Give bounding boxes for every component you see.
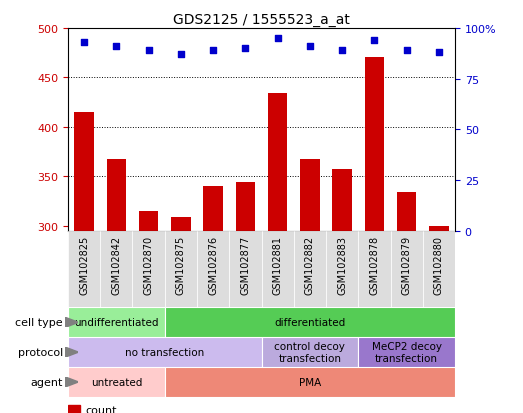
- Bar: [100, 231, 132, 308]
- Text: GSM102875: GSM102875: [176, 235, 186, 294]
- Bar: [68, 308, 165, 337]
- Bar: [203, 187, 223, 231]
- Point: [241, 46, 249, 52]
- Bar: [397, 193, 416, 231]
- Polygon shape: [65, 347, 78, 357]
- Polygon shape: [65, 377, 78, 387]
- Bar: [68, 231, 100, 308]
- Bar: [294, 231, 326, 308]
- Bar: [391, 231, 423, 308]
- Bar: [333, 170, 352, 231]
- Bar: [358, 231, 391, 308]
- Bar: [68, 405, 79, 413]
- Text: differentiated: differentiated: [274, 318, 346, 328]
- Text: MeCP2 decoy
transfection: MeCP2 decoy transfection: [372, 342, 441, 363]
- Bar: [132, 231, 165, 308]
- Text: GSM102882: GSM102882: [305, 235, 315, 294]
- Point: [209, 48, 218, 55]
- Point: [80, 40, 88, 46]
- Point: [112, 44, 120, 50]
- Text: GSM102880: GSM102880: [434, 235, 444, 294]
- Text: GSM102877: GSM102877: [241, 235, 251, 294]
- Polygon shape: [65, 318, 78, 328]
- Bar: [68, 337, 262, 367]
- Bar: [171, 218, 190, 231]
- Text: untreated: untreated: [90, 377, 142, 387]
- Bar: [268, 94, 287, 231]
- Text: agent: agent: [30, 377, 63, 387]
- Bar: [165, 308, 455, 337]
- Text: GSM102870: GSM102870: [144, 235, 154, 294]
- Bar: [74, 113, 94, 231]
- Bar: [262, 231, 294, 308]
- Text: protocol: protocol: [17, 347, 63, 357]
- Bar: [165, 231, 197, 308]
- Bar: [358, 337, 455, 367]
- Bar: [236, 183, 255, 231]
- Bar: [423, 231, 455, 308]
- Text: undifferentiated: undifferentiated: [74, 318, 158, 328]
- Bar: [197, 231, 229, 308]
- Title: GDS2125 / 1555523_a_at: GDS2125 / 1555523_a_at: [173, 12, 350, 26]
- Point: [435, 50, 443, 57]
- Text: GSM102878: GSM102878: [369, 235, 379, 294]
- Text: control decoy
transfection: control decoy transfection: [275, 342, 345, 363]
- Point: [177, 52, 185, 59]
- Point: [370, 38, 379, 44]
- Text: GSM102842: GSM102842: [111, 235, 121, 294]
- Text: count: count: [85, 406, 117, 413]
- Text: GSM102876: GSM102876: [208, 235, 218, 294]
- Point: [305, 44, 314, 50]
- Bar: [107, 159, 126, 231]
- Point: [338, 48, 346, 55]
- Bar: [262, 337, 358, 367]
- Bar: [365, 57, 384, 231]
- Bar: [165, 367, 455, 397]
- Text: GSM102883: GSM102883: [337, 235, 347, 294]
- Text: GSM102825: GSM102825: [79, 235, 89, 294]
- Text: cell type: cell type: [15, 318, 63, 328]
- Point: [144, 48, 153, 55]
- Text: no transfection: no transfection: [125, 347, 204, 357]
- Bar: [326, 231, 358, 308]
- Point: [274, 36, 282, 42]
- Bar: [429, 226, 449, 231]
- Bar: [300, 159, 320, 231]
- Bar: [139, 211, 158, 231]
- Text: GSM102881: GSM102881: [272, 235, 282, 294]
- Text: GSM102879: GSM102879: [402, 235, 412, 294]
- Bar: [68, 367, 165, 397]
- Text: PMA: PMA: [299, 377, 321, 387]
- Bar: [229, 231, 262, 308]
- Point: [403, 48, 411, 55]
